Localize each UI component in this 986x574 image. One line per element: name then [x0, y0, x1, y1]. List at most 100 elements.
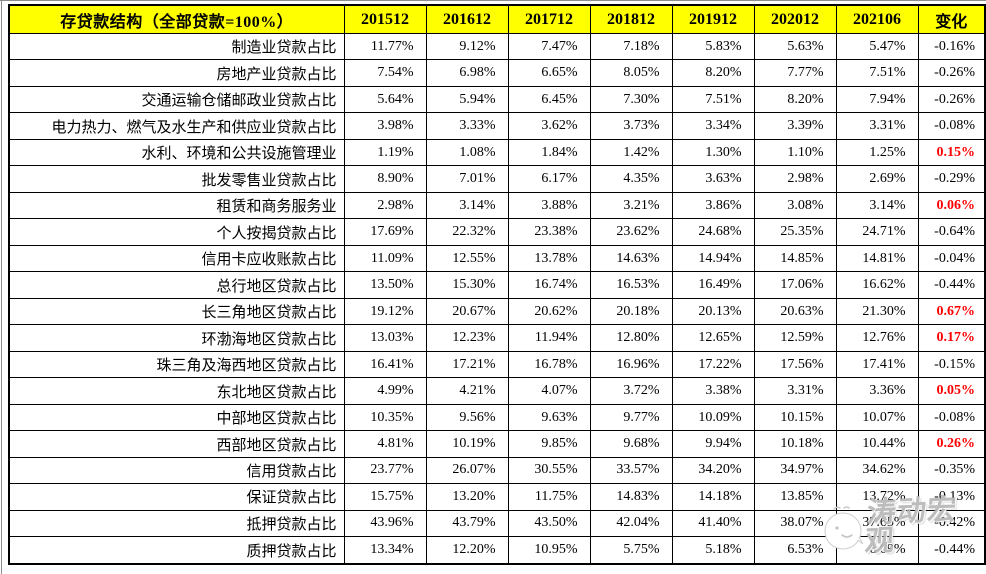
- value-cell: 30.55%: [507, 456, 591, 485]
- table-row: 保证贷款占比 15.75% 13.20% 11.75% 14.83% 14.18% 13.8…: [8, 483, 986, 511]
- header-row: 存贷款结构（全部贷款=100%） 201512 201612 201712 20181…: [8, 4, 986, 34]
- value-cell: 13.34%: [343, 536, 427, 565]
- value-cell: 8.20%: [753, 85, 837, 114]
- value-cell: 6.53%: [753, 536, 837, 565]
- change-cell: -0.44%: [917, 536, 986, 565]
- value-cell: 1.84%: [507, 138, 591, 167]
- value-cell: 4.35%: [589, 165, 673, 193]
- value-cell: 2.98%: [753, 165, 837, 193]
- value-cell: 6.65%: [507, 59, 591, 87]
- value-cell: 9.85%: [507, 430, 591, 458]
- value-cell: 3.39%: [753, 112, 837, 140]
- value-cell: 34.62%: [835, 456, 919, 485]
- change-cell: 0.67%: [917, 297, 986, 326]
- value-cell: 24.71%: [835, 218, 919, 246]
- value-cell: 20.18%: [589, 297, 673, 326]
- value-cell: 10.19%: [425, 430, 509, 458]
- change-cell: 0.17%: [917, 324, 986, 352]
- value-cell: 3.62%: [507, 112, 591, 140]
- value-cell: 23.38%: [507, 218, 591, 246]
- value-cell: 7.77%: [753, 59, 837, 87]
- row-label: 保证贷款占比: [8, 483, 345, 511]
- value-cell: 13.50%: [343, 271, 427, 299]
- value-cell: 3.14%: [835, 191, 919, 220]
- value-cell: 7.30%: [589, 85, 673, 114]
- value-cell: 12.20%: [425, 536, 509, 565]
- table-row: 质押贷款占比 13.34% 12.20% 10.95% 5.75% 5.18% 6.53% 6…: [8, 536, 986, 565]
- value-cell: 12.23%: [425, 324, 509, 352]
- table-row: 房地产业贷款占比 7.54% 6.98% 6.65% 8.05% 8.20% 7.77% 7.…: [8, 59, 986, 87]
- change-cell: -0.26%: [917, 85, 986, 114]
- table-row: 东北地区贷款占比 4.99% 4.21% 4.07% 3.72% 3.38% 3.31% 3.…: [8, 377, 986, 405]
- value-cell: 8.20%: [671, 59, 755, 87]
- table-row: 抵押贷款占比 43.96% 43.79% 43.50% 42.04% 41.40% 38.0…: [8, 509, 986, 538]
- row-label: 抵押贷款占比: [8, 509, 345, 538]
- value-cell: 10.09%: [671, 403, 755, 432]
- value-cell: 3.31%: [753, 377, 837, 405]
- value-cell: 17.41%: [835, 350, 919, 379]
- value-cell: 9.77%: [589, 403, 673, 432]
- value-cell: 3.33%: [425, 112, 509, 140]
- value-cell: 12.76%: [835, 324, 919, 352]
- value-cell: 7.01%: [425, 165, 509, 193]
- period-column-header: 202012: [753, 4, 837, 34]
- row-label: 交通运输仓储邮政业贷款占比: [8, 85, 345, 114]
- value-cell: 10.15%: [753, 403, 837, 432]
- value-cell: 34.20%: [671, 456, 755, 485]
- value-cell: 3.08%: [753, 191, 837, 220]
- value-cell: 8.05%: [589, 59, 673, 87]
- change-cell: 0.15%: [917, 138, 986, 167]
- change-cell: -0.08%: [917, 112, 986, 140]
- table-title: 存贷款结构（全部贷款=100%）: [8, 4, 345, 34]
- value-cell: 2.98%: [343, 191, 427, 220]
- table-row: 环渤海地区贷款占比 13.03% 12.23% 11.94% 12.80% 12.65% 1…: [8, 324, 986, 352]
- value-cell: 16.62%: [835, 271, 919, 299]
- value-cell: 42.04%: [589, 509, 673, 538]
- table-row: 总行地区贷款占比 13.50% 15.30% 16.74% 16.53% 16.49% 17…: [8, 271, 986, 299]
- value-cell: 3.73%: [589, 112, 673, 140]
- value-cell: 11.75%: [507, 483, 591, 511]
- change-cell: -0.16%: [917, 32, 986, 61]
- value-cell: 34.97%: [753, 456, 837, 485]
- value-cell: 15.75%: [343, 483, 427, 511]
- period-column-header: 201712: [507, 4, 591, 34]
- table-row: 水利、环境和公共设施管理业 1.19% 1.08% 1.84% 1.42% 1.30% 1.…: [8, 138, 986, 167]
- change-cell: -0.44%: [917, 271, 986, 299]
- row-label: 信用贷款占比: [8, 456, 345, 485]
- row-label: 信用卡应收账款占比: [8, 244, 345, 273]
- value-cell: 4.81%: [343, 430, 427, 458]
- table-row: 个人按揭贷款占比 17.69% 22.32% 23.38% 23.62% 24.68% 25…: [8, 218, 986, 246]
- value-cell: 1.25%: [835, 138, 919, 167]
- value-cell: 9.56%: [425, 403, 509, 432]
- value-cell: 3.72%: [589, 377, 673, 405]
- row-label: 个人按揭贷款占比: [8, 218, 345, 246]
- value-cell: 1.30%: [671, 138, 755, 167]
- value-cell: 14.85%: [753, 244, 837, 273]
- value-cell: 13.78%: [507, 244, 591, 273]
- period-column-header: 201812: [589, 4, 673, 34]
- value-cell: 1.42%: [589, 138, 673, 167]
- value-cell: 43.96%: [343, 509, 427, 538]
- value-cell: 16.53%: [589, 271, 673, 299]
- table-row: 制造业贷款占比 11.77% 9.12% 7.47% 7.18% 5.83% 5.63% 5.…: [8, 32, 986, 61]
- value-cell: 20.62%: [507, 297, 591, 326]
- row-label: 环渤海地区贷款占比: [8, 324, 345, 352]
- table-row: 西部地区贷款占比 4.81% 10.19% 9.85% 9.68% 9.94% 10.18%…: [8, 430, 986, 458]
- value-cell: 5.83%: [671, 32, 755, 61]
- change-cell: -0.26%: [917, 59, 986, 87]
- value-cell: 20.13%: [671, 297, 755, 326]
- value-cell: 14.94%: [671, 244, 755, 273]
- value-cell: 21.30%: [835, 297, 919, 326]
- value-cell: 13.72%: [835, 483, 919, 511]
- row-label: 电力热力、燃气及水生产和供应业贷款占比: [8, 112, 345, 140]
- value-cell: 14.63%: [589, 244, 673, 273]
- value-cell: 20.67%: [425, 297, 509, 326]
- change-cell: -0.64%: [917, 218, 986, 246]
- change-cell: 0.06%: [917, 191, 986, 220]
- value-cell: 3.21%: [589, 191, 673, 220]
- value-cell: 9.63%: [507, 403, 591, 432]
- value-cell: 16.74%: [507, 271, 591, 299]
- period-column-header: 202106: [835, 4, 919, 34]
- value-cell: 1.08%: [425, 138, 509, 167]
